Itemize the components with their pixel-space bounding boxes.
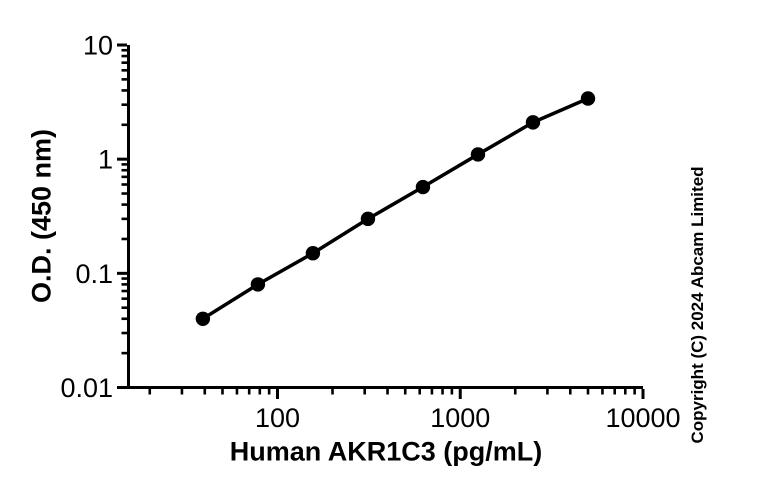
data-point-marker (525, 115, 541, 130)
x-axis-title: Human AKR1C3 (pg/mL) (229, 436, 543, 467)
data-point-marker (250, 277, 266, 292)
x-tick-label: 100 (255, 403, 300, 433)
y-tick-label: 1 (98, 145, 113, 175)
data-series (195, 91, 596, 326)
y-tick-label: 0.1 (75, 259, 113, 289)
data-point-marker (360, 211, 376, 227)
axes (127, 45, 643, 389)
axis-ticks (117, 43, 645, 399)
y-axis-title: O.D. (450 nm) (26, 128, 57, 304)
series-line (201, 96, 590, 321)
data-point-marker (195, 311, 211, 326)
copyright-notice: Copyright (C) 2024 Abcam Limited (688, 166, 707, 444)
data-point-marker (305, 246, 321, 261)
tick-labels: 10 1 0.1 0.01 100 1000 10000 (60, 31, 680, 434)
data-point-marker (415, 179, 431, 195)
x-tick-label: 10000 (605, 403, 680, 433)
y-tick-label: 0.01 (60, 373, 113, 403)
data-point-marker (580, 91, 596, 106)
data-point-marker (470, 147, 486, 162)
y-tick-label: 10 (83, 31, 113, 61)
x-tick-label: 1000 (430, 403, 490, 433)
